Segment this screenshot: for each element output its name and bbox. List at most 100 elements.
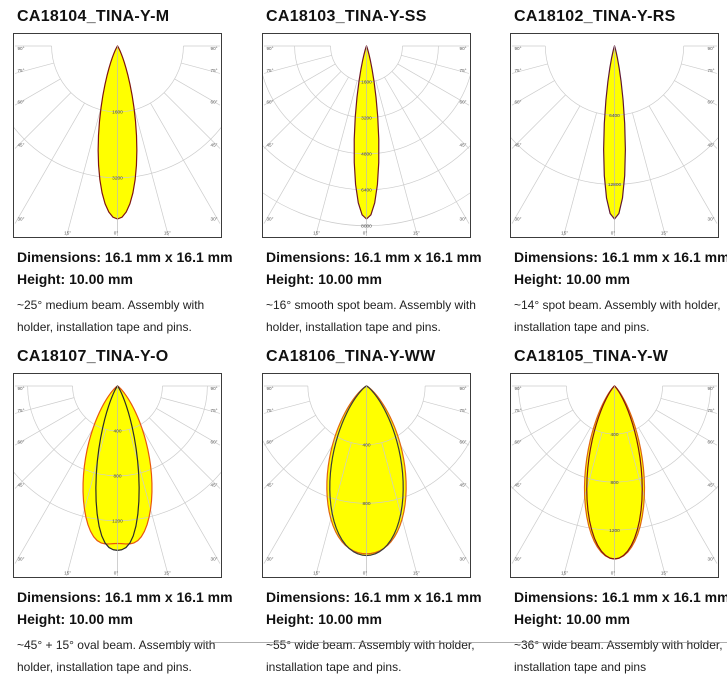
svg-text:3200: 3200 [112, 176, 123, 182]
svg-text:75°: 75° [460, 408, 467, 413]
height-line: Height: 10.00 mm [266, 271, 382, 287]
svg-text:60°: 60° [267, 439, 274, 444]
svg-text:15°: 15° [64, 231, 71, 236]
beam-description: ~16° smooth spot beam. Assembly with hold… [266, 294, 504, 338]
svg-text:0°: 0° [114, 571, 119, 576]
svg-text:60°: 60° [18, 99, 25, 104]
svg-text:30°: 30° [18, 557, 25, 562]
svg-text:90°: 90° [211, 46, 218, 51]
angle-labels: 90° 90° 75° 75° 60° 60° 45° 45° 30° 30° 15° 15° 0° [18, 46, 218, 236]
svg-text:45°: 45° [211, 142, 218, 147]
svg-text:75°: 75° [211, 68, 218, 73]
svg-text:0°: 0° [363, 571, 368, 576]
lens-card: CA18105_TINA-Y-W 400 800 1200 90° 90° 75° 75° 6… [510, 348, 727, 678]
lens-card: CA18104_TINA-Y-M 1600 3200 90° 90° 75° 75° 60°… [13, 8, 255, 338]
height-line: Height: 10.00 mm [514, 271, 630, 287]
svg-text:90°: 90° [18, 46, 25, 51]
svg-text:30°: 30° [18, 217, 25, 222]
svg-text:1600: 1600 [361, 80, 372, 86]
polar-chart: 400 800 90° 90° 75° 75° 60° 60° 45° 45° 30° 30° 15° 1… [262, 373, 471, 578]
svg-text:15°: 15° [313, 231, 320, 236]
svg-text:6400: 6400 [609, 113, 620, 119]
svg-text:12800: 12800 [608, 182, 622, 188]
beam-description-line2: installation tape and pins. [514, 320, 650, 334]
ring-labels: 6400 12800 [608, 113, 622, 188]
beam-description-line1: ~36° wide beam. Assembly with holder, [514, 638, 723, 652]
svg-text:15°: 15° [561, 571, 568, 576]
svg-text:0°: 0° [611, 231, 616, 236]
svg-text:75°: 75° [18, 68, 25, 73]
svg-text:60°: 60° [211, 99, 218, 104]
svg-text:8000: 8000 [361, 223, 372, 229]
dimensions-line: Dimensions: 16.1 mm x 16.1 mm [514, 249, 727, 265]
svg-text:400: 400 [610, 432, 618, 438]
polar-chart: 400 800 1200 90° 90° 75° 75° 60° 60° 45° 45° 30° 30°… [510, 373, 719, 578]
svg-text:90°: 90° [708, 46, 715, 51]
svg-text:15°: 15° [561, 231, 568, 236]
polar-chart: 6400 12800 90° 90° 75° 75° 60° 60° 45° 45° 30° 30° 1… [510, 33, 719, 238]
svg-text:0°: 0° [114, 231, 119, 236]
lens-card: CA18102_TINA-Y-RS 6400 12800 90° 90° 75° 75° 6… [510, 8, 727, 338]
dimensions-line: Dimensions: 16.1 mm x 16.1 mm [266, 249, 482, 265]
ring-labels: 400 800 1200 [112, 429, 123, 525]
svg-text:45°: 45° [515, 482, 522, 487]
beam-description-line2: installation tape and pins [514, 660, 647, 674]
beam-description-line1: ~16° smooth spot beam. Assembly with [266, 298, 476, 312]
svg-text:60°: 60° [18, 439, 25, 444]
lens-card: CA18103_TINA-Y-SS 1600 3200 4800 6400 8000 90… [262, 8, 504, 338]
svg-text:45°: 45° [211, 482, 218, 487]
svg-text:90°: 90° [460, 386, 467, 391]
beam-description-line2: holder, installation tape and pins. [17, 660, 192, 674]
svg-text:75°: 75° [708, 68, 715, 73]
svg-text:45°: 45° [708, 142, 715, 147]
svg-text:60°: 60° [211, 439, 218, 444]
svg-text:15°: 15° [413, 231, 420, 236]
dimensions-line: Dimensions: 16.1 mm x 16.1 mm [17, 589, 233, 605]
beam-description-line1: ~25° medium beam. Assembly with [17, 298, 205, 312]
svg-text:60°: 60° [708, 439, 715, 444]
lens-title: CA18102_TINA-Y-RS [514, 8, 676, 25]
svg-text:400: 400 [113, 429, 121, 435]
beam-description-line1: ~14° spot beam. Assembly with holder, [514, 298, 721, 312]
svg-text:90°: 90° [515, 386, 522, 391]
angle-labels: 90° 90° 75° 75° 60° 60° 45° 45° 30° 30° 15° 15° 0° [515, 386, 715, 576]
svg-text:15°: 15° [64, 571, 71, 576]
svg-text:1600: 1600 [112, 110, 123, 116]
svg-text:75°: 75° [708, 408, 715, 413]
svg-text:90°: 90° [460, 46, 467, 51]
svg-text:400: 400 [362, 442, 370, 448]
beam-description-line1: ~45° + 15° oval beam. Assembly with [17, 638, 216, 652]
svg-text:15°: 15° [313, 571, 320, 576]
angle-labels: 90° 90° 75° 75° 60° 60° 45° 45° 30° 30° 15° 15° 0° [515, 46, 715, 236]
svg-text:30°: 30° [515, 557, 522, 562]
svg-text:45°: 45° [460, 142, 467, 147]
svg-text:45°: 45° [515, 142, 522, 147]
polar-chart: 1600 3200 4800 6400 8000 90° 90° 75° 75° 60° 60° 45… [262, 33, 471, 238]
svg-text:4800: 4800 [361, 152, 372, 158]
svg-text:30°: 30° [211, 557, 218, 562]
svg-text:6400: 6400 [361, 187, 372, 193]
svg-text:0°: 0° [611, 571, 616, 576]
dimensions-line: Dimensions: 16.1 mm x 16.1 mm [266, 589, 482, 605]
ring-labels: 400 800 1200 [609, 432, 620, 534]
beam-description: ~25° medium beam. Assembly with holder, i… [17, 294, 255, 338]
beam-description: ~45° + 15° oval beam. Assembly with holde… [17, 634, 255, 678]
svg-text:75°: 75° [460, 68, 467, 73]
dimensions-line: Dimensions: 16.1 mm x 16.1 mm [514, 589, 727, 605]
svg-text:30°: 30° [267, 557, 274, 562]
svg-text:800: 800 [113, 474, 121, 480]
height-line: Height: 10.00 mm [17, 271, 133, 287]
svg-text:1200: 1200 [112, 519, 123, 525]
svg-text:15°: 15° [661, 571, 668, 576]
svg-text:75°: 75° [515, 68, 522, 73]
lens-card: CA18106_TINA-Y-WW 400 800 90° 90° 75° 75° 60° 6… [262, 348, 504, 678]
svg-text:60°: 60° [460, 99, 467, 104]
svg-text:60°: 60° [515, 99, 522, 104]
page-bottom-rule [168, 642, 727, 643]
svg-text:75°: 75° [211, 408, 218, 413]
beam-description: ~14° spot beam. Assembly with holder, ins… [514, 294, 727, 338]
angle-labels: 90° 90° 75° 75° 60° 60° 45° 45° 30° 30° 15° 15° 0° [267, 46, 467, 236]
ring-labels: 1600 3200 [112, 110, 123, 182]
angle-labels: 90° 90° 75° 75° 60° 60° 45° 45° 30° 30° 15° 15° 0° [267, 386, 467, 576]
svg-text:45°: 45° [267, 142, 274, 147]
